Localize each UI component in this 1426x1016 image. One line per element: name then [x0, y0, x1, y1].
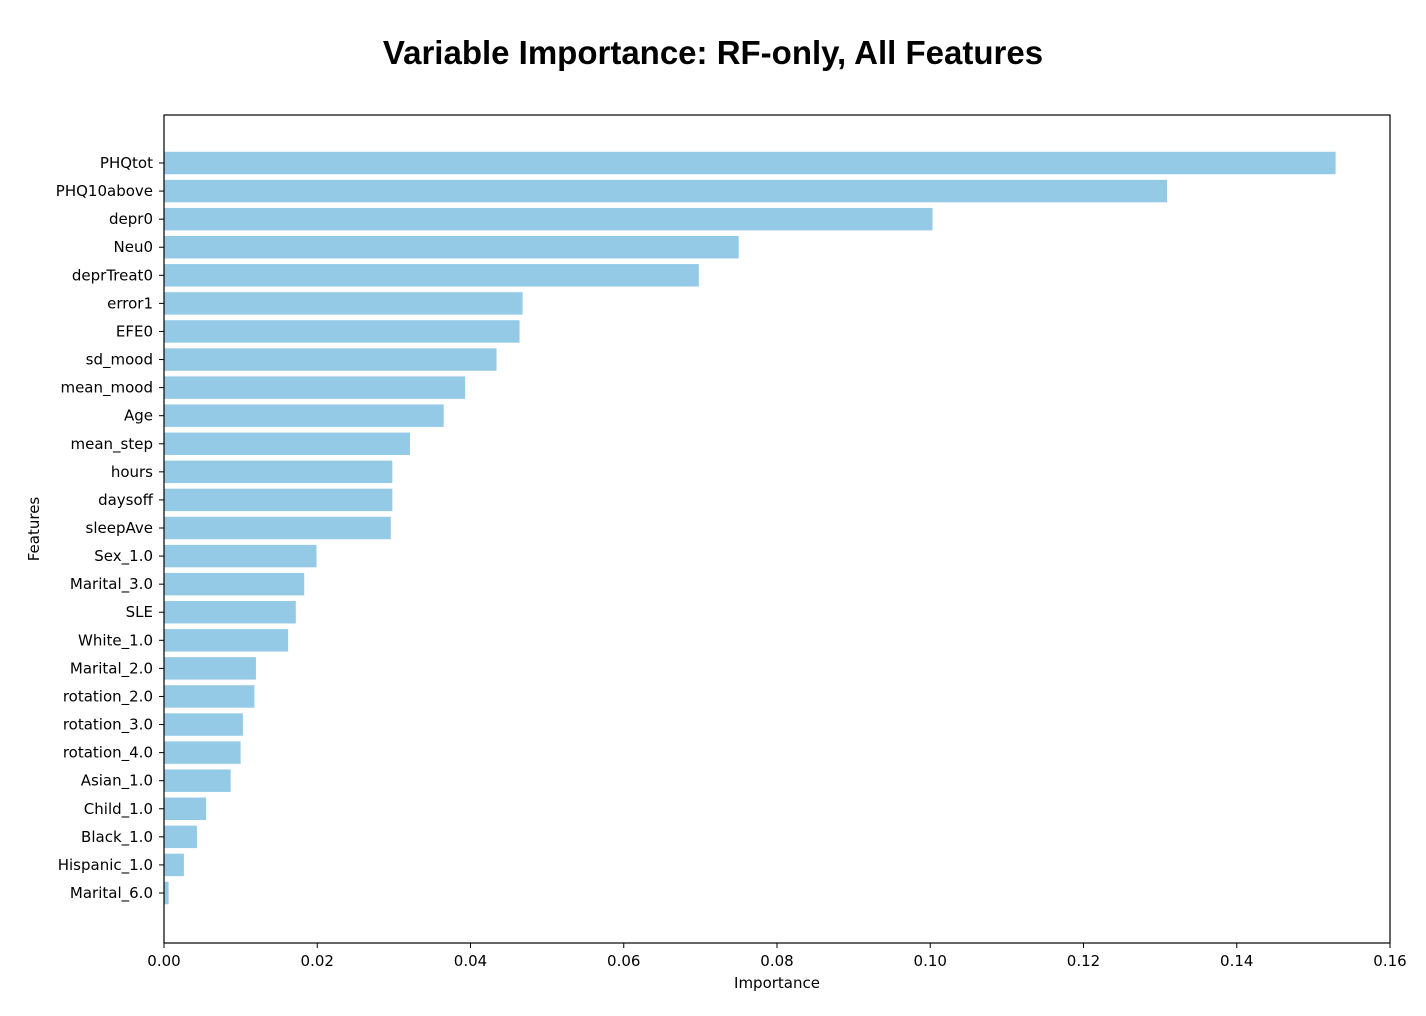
- bar-Marital_6.0: [164, 881, 169, 905]
- y-tick-label: hours: [111, 463, 153, 481]
- y-tick-label: PHQtot: [100, 154, 153, 172]
- y-tick-label: rotation_4.0: [63, 744, 153, 763]
- bar-Age: [164, 404, 444, 427]
- x-tick-label: 0.10: [914, 952, 947, 970]
- y-tick-label: Neu0: [114, 238, 154, 256]
- y-tick-label: sleepAve: [86, 519, 153, 537]
- y-axis-ticks: PHQtot PHQ10above depr0 Neu0 deprTreat0 error…: [56, 154, 164, 903]
- bar-rotation_2.0: [164, 685, 255, 708]
- y-tick-label: Sex_1.0: [94, 547, 153, 566]
- bar-Black_1.0: [164, 825, 197, 849]
- bars-layer: [164, 151, 1336, 905]
- bar-sd_mood: [164, 348, 497, 371]
- x-axis-ticks: 0.00 0.02 0.04 0.06 0.08 0.10 0.12 0.14 0.16: [147, 943, 1407, 970]
- bar-rotation_4.0: [164, 741, 241, 764]
- y-tick-label: Age: [124, 407, 153, 425]
- bar-mean_step: [164, 432, 410, 455]
- bar-SLE: [164, 601, 296, 624]
- x-tick-label: 0.16: [1373, 952, 1406, 970]
- y-tick-label: White_1.0: [78, 631, 153, 650]
- y-tick-label: Marital_6.0: [70, 884, 153, 903]
- bar-Hispanic_1.0: [164, 853, 184, 877]
- bar-Marital_2.0: [164, 657, 256, 680]
- bar-error1: [164, 292, 523, 315]
- y-tick-label: Child_1.0: [84, 800, 153, 819]
- y-tick-label: Marital_2.0: [70, 659, 153, 678]
- y-tick-label: daysoff: [98, 491, 154, 509]
- bar-PHQtot: [164, 151, 1336, 175]
- y-tick-label: Black_1.0: [81, 828, 153, 847]
- x-axis-label: Importance: [734, 974, 820, 992]
- bar-hours: [164, 460, 393, 484]
- x-tick-label: 0.00: [147, 952, 180, 970]
- y-tick-label: Marital_3.0: [70, 575, 153, 594]
- x-tick-label: 0.02: [301, 952, 334, 970]
- x-tick-label: 0.14: [1220, 952, 1253, 970]
- chart-title: Variable Importance: RF-only, All Featur…: [382, 34, 1044, 71]
- bar-Asian_1.0: [164, 769, 231, 792]
- x-tick-label: 0.08: [760, 952, 793, 970]
- y-tick-label: rotation_3.0: [63, 716, 153, 735]
- bar-sleepAve: [164, 516, 391, 540]
- y-tick-label: rotation_2.0: [63, 687, 153, 706]
- bar-daysoff: [164, 488, 393, 512]
- bar-Sex_1.0: [164, 544, 317, 568]
- bar-Marital_3.0: [164, 572, 305, 596]
- x-tick-label: 0.06: [607, 952, 640, 970]
- y-tick-label: PHQ10above: [56, 182, 153, 200]
- bar-Neu0: [164, 236, 739, 259]
- x-tick-label: 0.04: [454, 952, 487, 970]
- bar-depr0: [164, 207, 933, 231]
- x-tick-label: 0.12: [1067, 952, 1100, 970]
- y-tick-label: mean_mood: [60, 379, 153, 398]
- y-tick-label: error1: [107, 294, 153, 312]
- y-tick-label: mean_step: [71, 435, 154, 454]
- y-tick-label: SLE: [126, 603, 153, 621]
- y-tick-label: Asian_1.0: [81, 772, 153, 791]
- bar-EFE0: [164, 320, 520, 343]
- bar-White_1.0: [164, 629, 289, 652]
- y-tick-label: Hispanic_1.0: [58, 856, 153, 875]
- bar-mean_mood: [164, 376, 466, 399]
- y-tick-label: deprTreat0: [72, 266, 153, 284]
- bar-deprTreat0: [164, 264, 699, 287]
- y-tick-label: depr0: [109, 210, 153, 228]
- bar-PHQ10above: [164, 179, 1168, 203]
- y-tick-label: sd_mood: [86, 351, 153, 370]
- bar-Child_1.0: [164, 797, 207, 820]
- bar-rotation_3.0: [164, 713, 243, 736]
- y-tick-label: EFE0: [116, 322, 153, 340]
- y-axis-label: Features: [25, 497, 43, 562]
